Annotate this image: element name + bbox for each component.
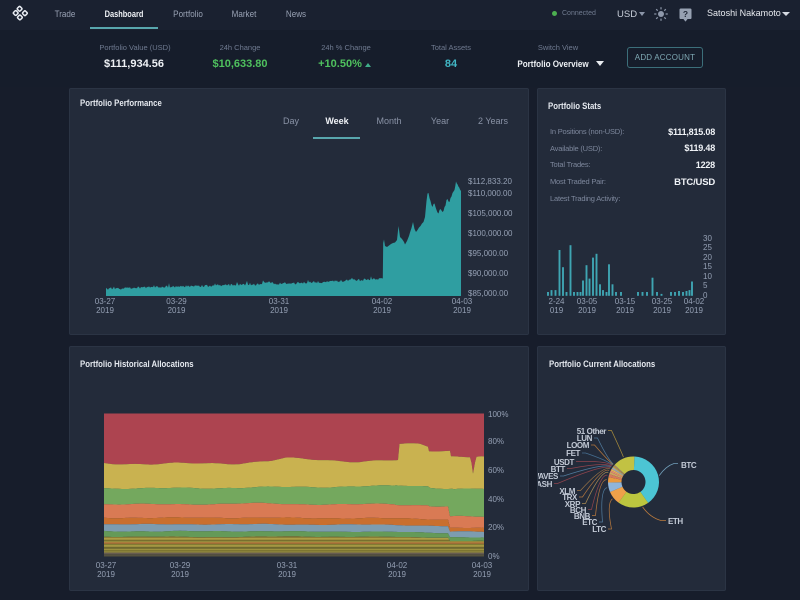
svg-text:?: ? [683,9,688,19]
